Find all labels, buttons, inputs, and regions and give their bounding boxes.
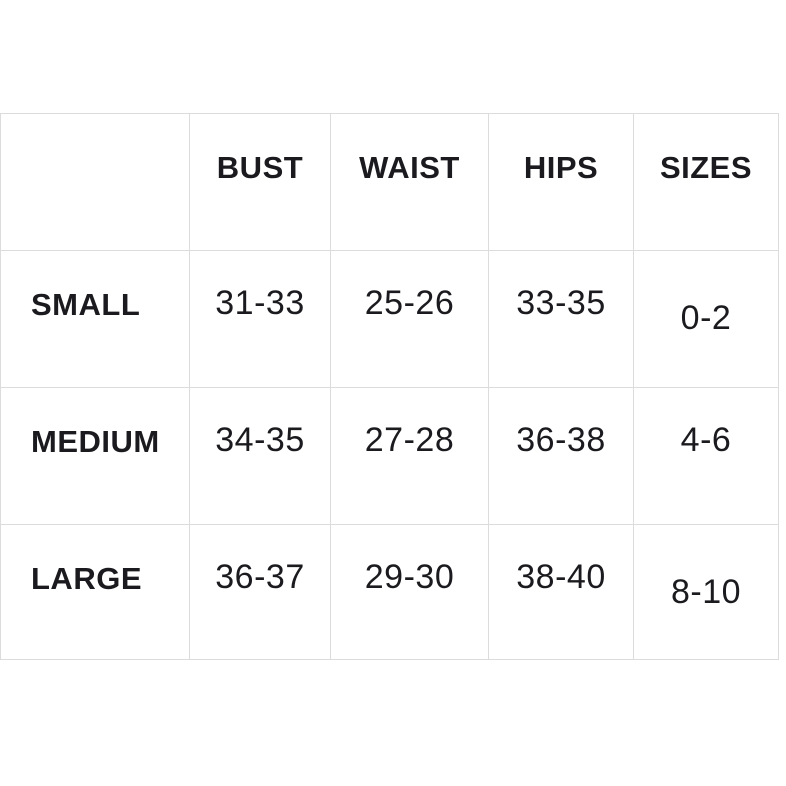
medium-waist-value: 27-28 xyxy=(330,387,489,525)
large-sizes-value: 8-10 xyxy=(633,524,779,660)
medium-bust-value: 34-35 xyxy=(189,387,331,525)
table-row-large: LARGE 36-37 29-30 38-40 8-10 xyxy=(0,524,779,660)
large-hips-value: 38-40 xyxy=(488,524,634,660)
row-label-medium: MEDIUM xyxy=(0,387,190,525)
large-bust-value: 36-37 xyxy=(189,524,331,660)
header-bust: BUST xyxy=(189,113,331,251)
header-sizes: SIZES xyxy=(633,113,779,251)
row-label-large: LARGE xyxy=(0,524,190,660)
small-hips-value: 33-35 xyxy=(488,250,634,388)
large-waist-value: 29-30 xyxy=(330,524,489,660)
corner-cell xyxy=(0,113,190,251)
medium-hips-value: 36-38 xyxy=(488,387,634,525)
header-hips: HIPS xyxy=(488,113,634,251)
small-waist-value: 25-26 xyxy=(330,250,489,388)
row-label-small: SMALL xyxy=(0,250,190,388)
medium-sizes-value: 4-6 xyxy=(633,387,779,525)
small-sizes-value: 0-2 xyxy=(633,250,779,388)
header-waist: WAIST xyxy=(330,113,489,251)
table-row-small: SMALL 31-33 25-26 33-35 0-2 xyxy=(0,250,779,388)
header-row: BUST WAIST HIPS SIZES xyxy=(0,113,779,251)
size-chart-table: BUST WAIST HIPS SIZES SMALL 31-33 25-26 … xyxy=(0,113,779,660)
small-bust-value: 31-33 xyxy=(189,250,331,388)
table-row-medium: MEDIUM 34-35 27-28 36-38 4-6 xyxy=(0,387,779,525)
